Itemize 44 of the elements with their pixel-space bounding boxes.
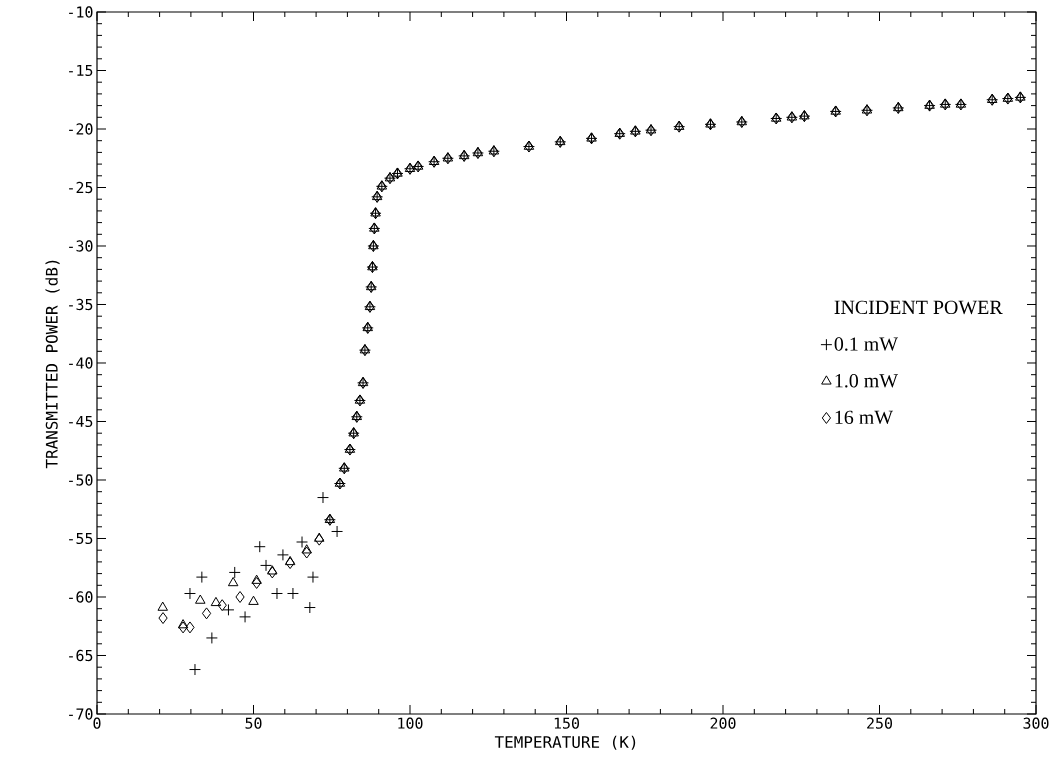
y-tick-label: -70 bbox=[69, 708, 93, 720]
x-tick-label: 50 bbox=[245, 717, 262, 729]
point bbox=[267, 565, 278, 575]
point bbox=[195, 594, 206, 604]
x-tick-label: 0 bbox=[93, 717, 101, 729]
point bbox=[252, 576, 262, 589]
legend-label: 16 mW bbox=[835, 410, 894, 425]
y-tick-label: -55 bbox=[69, 532, 93, 545]
point bbox=[210, 596, 222, 607]
point bbox=[178, 621, 188, 634]
point bbox=[201, 607, 212, 620]
legend-label: 1.0 mW bbox=[835, 373, 899, 388]
x-tick-label: 300 bbox=[1023, 717, 1049, 729]
y-tick-label: -15 bbox=[69, 64, 93, 77]
point bbox=[313, 532, 325, 542]
point bbox=[157, 601, 168, 611]
x-tick-label: 250 bbox=[867, 717, 893, 729]
point bbox=[185, 621, 195, 634]
y-tick-label: -65 bbox=[69, 649, 93, 662]
x-axis-title: TEMPERATURE (K) bbox=[494, 735, 636, 750]
point bbox=[314, 533, 324, 546]
y-tick-label: -25 bbox=[69, 181, 93, 194]
point bbox=[285, 557, 295, 570]
y-tick-label: -60 bbox=[69, 591, 93, 603]
point bbox=[158, 612, 168, 625]
point bbox=[284, 555, 296, 566]
point bbox=[302, 546, 312, 559]
y-tick-label: -20 bbox=[69, 123, 93, 135]
legend-title: INCIDENT POWER bbox=[834, 300, 1003, 315]
point bbox=[235, 591, 245, 603]
x-tick-label: 150 bbox=[554, 717, 580, 729]
point bbox=[217, 599, 227, 612]
x-tick-label: 200 bbox=[710, 717, 736, 729]
y-tick-label: -30 bbox=[69, 240, 93, 252]
y-tick-label: -10 bbox=[69, 6, 93, 18]
point bbox=[248, 595, 259, 605]
y-axis-title: TRANSMITTED POWER (dB) bbox=[45, 260, 60, 469]
point bbox=[267, 566, 277, 579]
x-tick-label: 100 bbox=[398, 717, 423, 729]
y-tick-label: -40 bbox=[69, 357, 93, 369]
legend-label: 0.1 mW bbox=[834, 337, 899, 351]
y-tick-label: -45 bbox=[69, 415, 93, 428]
y-tick-label: -50 bbox=[69, 474, 93, 486]
y-tick-label: -35 bbox=[69, 298, 93, 311]
